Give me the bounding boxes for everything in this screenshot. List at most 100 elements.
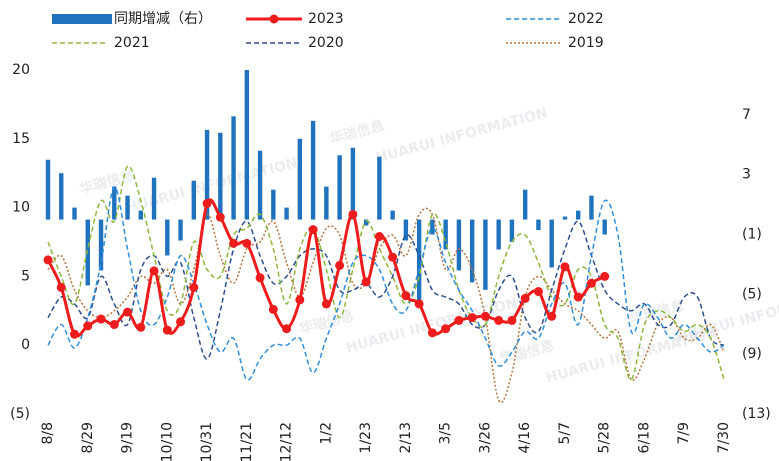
y-tick-label: (5) [10, 406, 30, 422]
bar [363, 219, 369, 226]
legend-label: 2023 [308, 11, 344, 27]
x-tick-label: 8/29 [80, 422, 96, 453]
bar [125, 195, 130, 220]
x-tick-label: 12/12 [279, 422, 295, 461]
marker [123, 307, 133, 317]
bar [112, 186, 117, 220]
y-tick-label: 10 [12, 200, 30, 216]
watermark-sub: HUARUI INFORMATION [674, 285, 779, 346]
x-tick-label: 2/13 [398, 422, 414, 453]
marker [388, 252, 398, 262]
marker [202, 198, 212, 208]
x-tick-label: 1/23 [358, 422, 374, 453]
marker [454, 315, 464, 325]
marker [560, 262, 570, 272]
bar [310, 120, 316, 220]
bar [469, 219, 475, 283]
y2-tick-label: (13) [742, 406, 771, 422]
legend-label: 2022 [568, 11, 604, 27]
bar [59, 173, 64, 220]
legend-label: 2019 [568, 35, 604, 51]
watermark-sub: HUARUI INFORMATION [374, 105, 549, 166]
marker [56, 282, 66, 292]
marker [308, 225, 318, 235]
marker [480, 311, 490, 321]
bar [509, 219, 515, 242]
series-line [47, 220, 725, 360]
marker [573, 292, 583, 302]
bar [337, 155, 342, 220]
x-tick-label: 10/10 [159, 422, 175, 461]
bar [244, 70, 250, 220]
bar [562, 216, 568, 220]
bar [85, 219, 90, 286]
marker [467, 313, 477, 323]
bar [151, 177, 157, 220]
marker [520, 293, 530, 303]
legend-label: 2021 [114, 35, 150, 51]
y-tick-label: 20 [12, 62, 30, 78]
bar [403, 219, 409, 241]
x-tick-label: 11/21 [239, 422, 255, 461]
marker [427, 328, 437, 338]
bar [165, 219, 170, 256]
series-line [47, 186, 725, 381]
marker [335, 260, 345, 270]
bar [138, 210, 143, 220]
marker [162, 325, 172, 335]
marker [70, 329, 80, 339]
bar [231, 116, 236, 220]
bar [522, 189, 528, 220]
bar [496, 219, 501, 250]
bar [549, 219, 554, 268]
bar [324, 186, 329, 220]
x-tick-label: 3/5 [438, 422, 454, 445]
bar [589, 195, 594, 220]
bar [45, 159, 51, 220]
bar [284, 207, 289, 220]
x-tick-label: 6/18 [636, 422, 652, 453]
legend-marker [269, 14, 279, 24]
marker [295, 295, 305, 305]
x-tick-label: 3/26 [477, 422, 493, 454]
y-tick-label: 0 [21, 337, 30, 353]
y2-tick-label: 3 [742, 167, 751, 183]
bar [536, 219, 541, 231]
watermark: 华瑞信息 [328, 117, 386, 148]
bar [602, 219, 607, 235]
marker [401, 291, 411, 301]
y-tick-label: 15 [12, 131, 30, 147]
watermark: 华瑞信息 [78, 167, 136, 198]
y2-tick-label: (5) [742, 286, 762, 302]
y2-tick-label: 7 [742, 107, 751, 123]
marker [83, 321, 93, 331]
bar [72, 207, 77, 220]
marker [96, 314, 106, 324]
bar [575, 210, 581, 220]
bar [377, 156, 382, 220]
y2-tick-label: (9) [742, 346, 762, 362]
bar [443, 219, 448, 250]
bar [204, 129, 210, 220]
x-tick-label: 7/30 [716, 422, 732, 453]
bar [456, 219, 462, 271]
marker [149, 266, 159, 276]
x-tick-label: 1/2 [318, 422, 334, 445]
legend-label: 2020 [308, 35, 344, 51]
marker [494, 315, 504, 325]
bar [297, 138, 303, 220]
marker [414, 299, 424, 309]
marker [282, 324, 292, 334]
bar [178, 219, 183, 241]
bar [218, 132, 223, 220]
marker [374, 231, 384, 241]
bar [257, 150, 263, 220]
marker [348, 209, 358, 219]
marker [533, 287, 543, 297]
x-tick-label: 4/16 [517, 422, 533, 454]
bar [483, 219, 488, 290]
x-tick-label: 10/31 [199, 422, 215, 461]
series-line [47, 207, 725, 404]
